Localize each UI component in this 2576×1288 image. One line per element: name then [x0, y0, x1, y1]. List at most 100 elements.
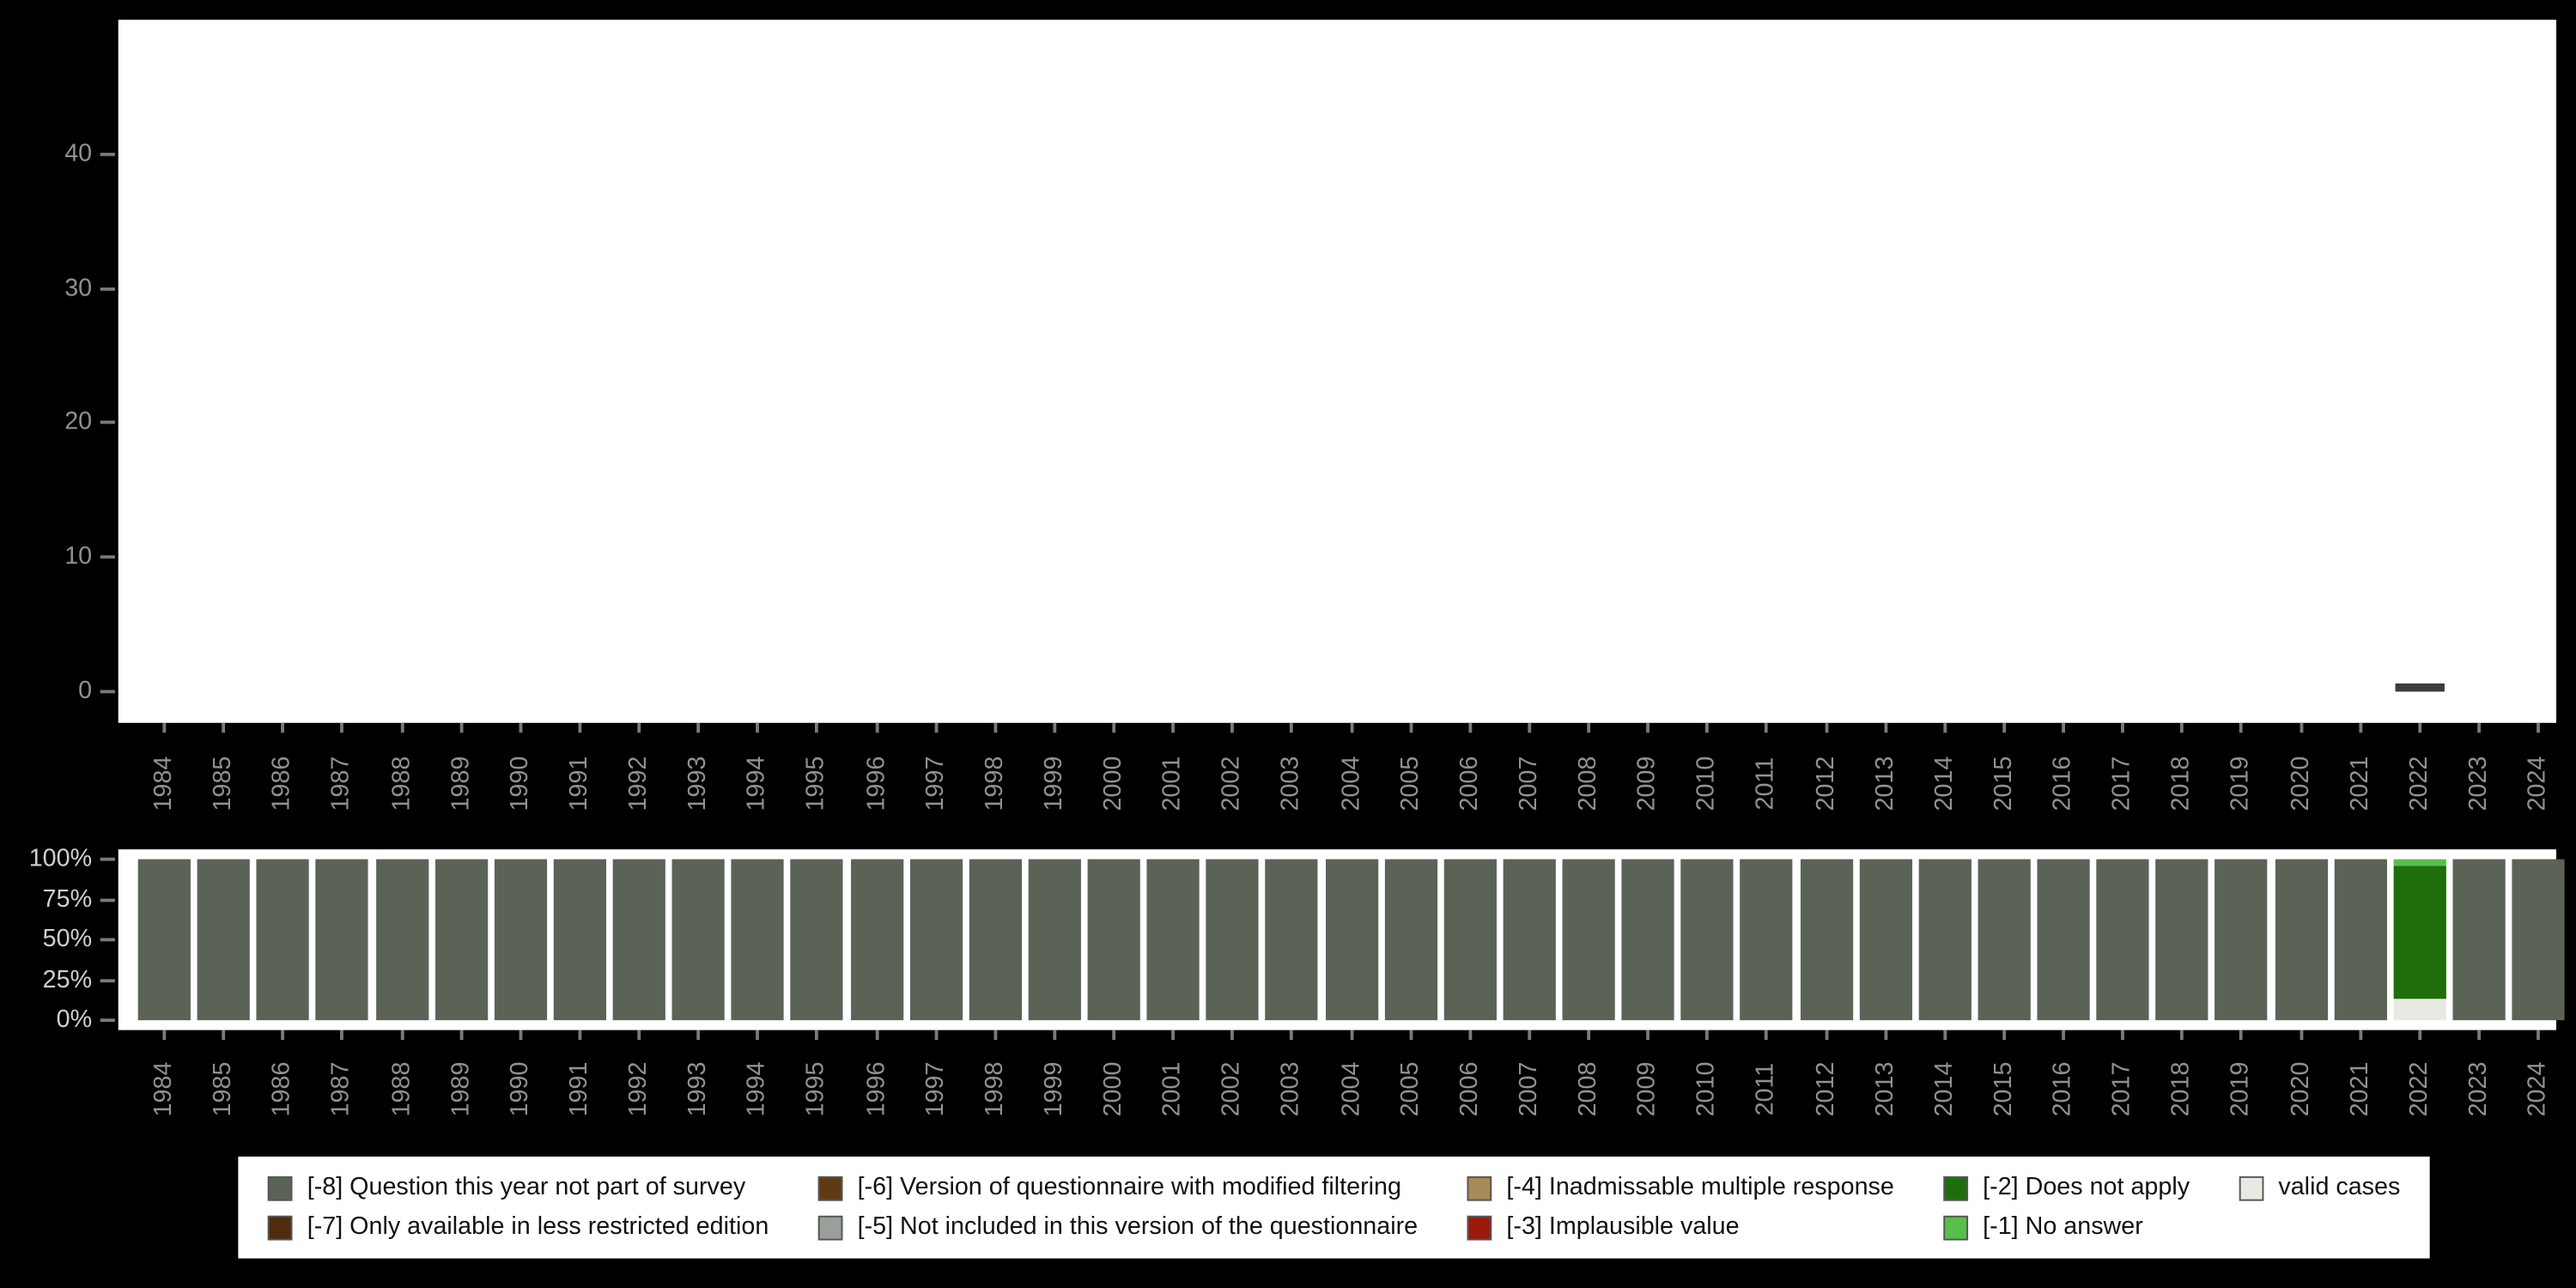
legend-label: valid cases	[2278, 1173, 2401, 1201]
top-x-tick-label: 1994	[743, 756, 771, 811]
bottom-x-tick-label-tick	[1705, 1030, 1710, 1041]
stack-segment	[1028, 859, 1081, 1021]
top-x-tick-label: 2010	[1692, 756, 1721, 811]
top-x-tick-label-tick	[874, 722, 878, 733]
stack-segment	[2393, 859, 2446, 866]
bottom-x-tick-label: 1990	[505, 1061, 534, 1117]
top-x-tick-label-tick	[281, 722, 285, 733]
top-x-tick-label: 1986	[268, 756, 296, 811]
top-x-tick-label-tick	[1171, 722, 1176, 733]
bottom-x-tick-label: 2021	[2345, 1061, 2373, 1117]
bottom-x-tick-label: 1992	[624, 1061, 653, 1117]
bottom-x-tick-label: 2003	[1277, 1061, 1305, 1117]
bottom-x-tick-label-tick	[2062, 1030, 2065, 1041]
stack-segment	[137, 859, 191, 1021]
bottom-x-tick-label-tick	[399, 1030, 404, 1041]
top-x-tick-label-tick	[1408, 722, 1413, 733]
legend-swatch	[267, 1175, 293, 1200]
bottom-x-tick-label: 2016	[2048, 1061, 2077, 1117]
stack-segment	[2274, 859, 2328, 1021]
top-x-tick-label: 2019	[2227, 756, 2255, 811]
bottom-x-tick-label-tick	[459, 1030, 463, 1041]
stack-segment	[2393, 866, 2446, 999]
legend-item: valid cases	[2239, 1173, 2400, 1202]
stack-segment	[969, 859, 1022, 1021]
top-x-tick-label: 2016	[2048, 756, 2077, 811]
bottom-x-tick-label: 2015	[1989, 1061, 2018, 1117]
top-y-tick	[100, 690, 115, 694]
stack-segment	[1146, 859, 1200, 1021]
legend-item: [-1] No answer	[1943, 1212, 2190, 1242]
top-y-tick	[100, 287, 115, 290]
top-x-tick-label-tick	[340, 722, 344, 733]
bottom-x-tick-label-tick	[815, 1030, 819, 1041]
top-x-tick-label-tick	[2358, 722, 2362, 733]
top-x-tick-label: 2006	[1455, 756, 1484, 811]
bottom-x-tick-label: 2002	[1218, 1061, 1246, 1117]
bottom-x-tick-label: 2007	[1514, 1061, 1543, 1117]
bottom-x-tick-label: 2022	[2404, 1061, 2433, 1117]
pct-tick-label: 50%	[42, 925, 93, 953]
bottom-x-tick-label: 2011	[1752, 1062, 1780, 1116]
bottom-x-tick-label-tick	[1349, 1030, 1353, 1041]
top-x-tick-label-tick	[2062, 722, 2065, 733]
top-x-tick-label-tick	[399, 722, 404, 733]
top-x-tick-label-tick	[1053, 722, 1056, 733]
legend-item: [-2] Does not apply	[1943, 1173, 2190, 1202]
stack-segment	[1325, 859, 1378, 1021]
top-x-tick-label: 1989	[446, 756, 475, 811]
stack-segment	[1740, 859, 1794, 1021]
bottom-x-tick-label-tick	[281, 1030, 285, 1041]
top-x-tick-label: 1991	[564, 756, 593, 811]
legend-label: [-3] Implausible value	[1506, 1212, 1740, 1241]
stack-segment	[2037, 859, 2090, 1021]
top-x-tick-label: 2018	[2167, 756, 2196, 811]
bottom-x-tick-label-tick	[222, 1030, 226, 1041]
bottom-x-tick-label: 2004	[1336, 1061, 1364, 1117]
bottom-x-tick-label-tick	[162, 1030, 167, 1041]
top-x-tick-label: 2007	[1514, 756, 1543, 811]
top-x-tick-label-tick	[2239, 722, 2244, 733]
top-x-tick-label-tick	[578, 722, 582, 733]
stack-segment	[2096, 859, 2149, 1021]
pct-tick-label: 100%	[28, 844, 93, 872]
bottom-x-tick-label: 2008	[1573, 1061, 1602, 1117]
stack-segment	[434, 859, 488, 1021]
top-y-tick-label: 10	[64, 542, 93, 571]
stack-segment	[1859, 859, 1912, 1021]
stack-segment	[375, 859, 428, 1021]
stack-segment	[2155, 859, 2208, 1021]
top-x-tick-label-tick	[2121, 722, 2125, 733]
bottom-x-tick-label-tick	[578, 1030, 582, 1041]
top-x-tick-label-tick	[1349, 722, 1353, 733]
bottom-x-tick-label-tick	[1230, 1030, 1235, 1041]
top-y-tick	[100, 556, 115, 559]
top-x-tick-label: 2003	[1277, 756, 1305, 811]
stack-segment	[1562, 859, 1615, 1021]
stack-segment	[1503, 859, 1556, 1021]
top-x-tick-label-tick	[1587, 722, 1591, 733]
top-x-tick-label-tick	[2417, 722, 2421, 733]
pct-tick	[100, 938, 115, 942]
top-x-tick-label-tick	[1528, 722, 1531, 733]
top-x-tick-label: 2002	[1218, 756, 1246, 811]
legend-label: [-4] Inadmissable multiple response	[1506, 1173, 1894, 1201]
stack-segment	[494, 859, 547, 1021]
bottom-x-tick-label-tick	[2239, 1030, 2244, 1041]
bottom-x-tick-label: 1996	[861, 1061, 890, 1117]
top-x-tick-label-tick	[2476, 722, 2481, 733]
bottom-x-tick-label: 1984	[149, 1061, 178, 1117]
bottom-x-tick-label: 1993	[683, 1061, 712, 1117]
top-x-tick-label-tick	[756, 722, 760, 733]
top-x-tick-label-tick	[162, 722, 167, 733]
bottom-x-tick-label-tick	[1824, 1030, 1828, 1041]
bottom-x-tick-label: 1987	[327, 1061, 355, 1117]
stack-segment	[1978, 859, 2031, 1021]
legend-swatch	[817, 1214, 843, 1240]
bottom-x-tick-label: 2023	[2464, 1061, 2493, 1117]
bottom-x-tick-label: 2014	[1929, 1061, 1959, 1117]
top-x-tick-label-tick	[1112, 722, 1116, 733]
legend-swatch	[1467, 1214, 1492, 1240]
bottom-x-tick-label: 1997	[920, 1061, 950, 1117]
legend-label: [-5] Not included in this version of the…	[857, 1212, 1419, 1241]
